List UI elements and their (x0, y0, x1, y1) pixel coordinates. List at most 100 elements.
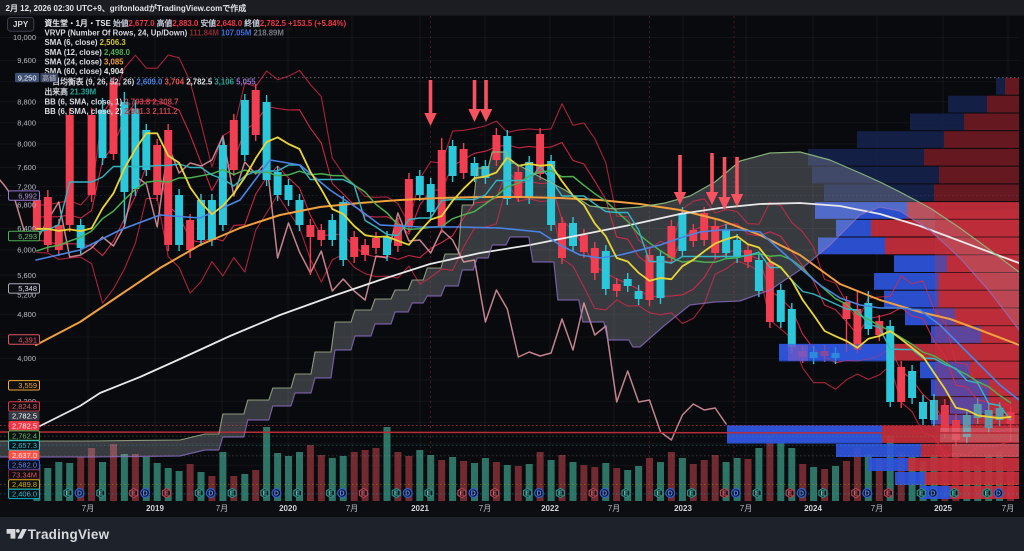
svg-text:D: D (340, 491, 345, 498)
svg-text:E: E (263, 491, 268, 498)
svg-text:10,000: 10,000 (13, 33, 36, 42)
svg-text:2,824.8: 2,824.8 (12, 402, 37, 411)
svg-text:E: E (131, 491, 136, 498)
svg-text:2,782.5: 2,782.5 (12, 412, 37, 421)
svg-text:D: D (799, 491, 804, 498)
svg-text:5,600: 5,600 (17, 271, 36, 280)
svg-text:7月: 7月 (82, 504, 94, 513)
svg-text:TradingView: TradingView (28, 527, 110, 542)
svg-text:E: E (985, 491, 990, 498)
svg-text:4,800: 4,800 (17, 310, 36, 319)
svg-text:E: E (328, 491, 333, 498)
svg-text:一目均衡表 (9, 26, 52, 26) 2,609.0: 一目均衡表 (9, 26, 52, 26) 2,609.0 3,704 2,78… (45, 77, 257, 87)
svg-text:E: E (427, 491, 432, 498)
svg-text:7月: 7月 (346, 504, 358, 513)
svg-text:6,000: 6,000 (17, 246, 36, 255)
svg-text:2,762.4: 2,762.4 (12, 431, 37, 440)
svg-text:SMA (12, close) 2,498.0: SMA (12, close) 2,498.0 (45, 48, 131, 57)
svg-text:E: E (98, 491, 103, 498)
svg-text:D: D (733, 491, 738, 498)
svg-text:D: D (208, 491, 213, 498)
svg-text:高値: 高値 (42, 73, 56, 82)
svg-text:2,406.0: 2,406.0 (12, 490, 37, 499)
svg-text:2022: 2022 (541, 504, 559, 513)
svg-text:E: E (788, 491, 793, 498)
svg-text:SMA (24, close) 3,085: SMA (24, close) 3,085 (45, 57, 125, 66)
svg-text:E: E (886, 491, 891, 498)
svg-text:7月: 7月 (1002, 504, 1014, 513)
svg-text:6,400: 6,400 (17, 224, 36, 233)
svg-text:E: E (230, 491, 235, 498)
svg-text:2月 12, 2026 02:30 UTC+9、grifon: 2月 12, 2026 02:30 UTC+9、grifonloadがTradi… (6, 3, 247, 13)
svg-text:D: D (602, 491, 607, 498)
svg-text:VRVP (Number Of Rows, 24, Up/D: VRVP (Number Of Rows, 24, Up/Down) 111.8… (45, 29, 284, 38)
svg-text:D: D (668, 491, 673, 498)
svg-text:9,600: 9,600 (17, 56, 36, 65)
svg-text:D: D (471, 491, 476, 498)
svg-text:E: E (295, 491, 300, 498)
svg-text:6,992: 6,992 (18, 191, 37, 200)
svg-text:出来高 21.39M: 出来高 21.39M (45, 87, 97, 97)
svg-text:2021: 2021 (411, 504, 429, 513)
svg-text:7月: 7月 (740, 504, 752, 513)
svg-text:D: D (996, 491, 1001, 498)
svg-text:3,559: 3,559 (18, 381, 37, 390)
svg-text:D: D (405, 491, 410, 498)
svg-text:6,800: 6,800 (17, 200, 36, 209)
svg-text:E: E (66, 491, 71, 498)
svg-text:7月: 7月 (479, 504, 491, 513)
svg-text:2,489.8: 2,489.8 (12, 480, 37, 489)
svg-text:2025: 2025 (934, 504, 952, 513)
svg-text:E: E (952, 491, 957, 498)
svg-text:E: E (525, 491, 530, 498)
svg-text:E: E (722, 491, 727, 498)
svg-text:D: D (536, 491, 541, 498)
svg-text:D: D (865, 491, 870, 498)
svg-text:資生堂・1月・TSE 始値2,677.0 高値2,883.: 資生堂・1月・TSE 始値2,677.0 高値2,883.0 安値2,648.0… (45, 18, 347, 28)
svg-text:E: E (460, 491, 465, 498)
svg-text:E: E (624, 491, 629, 498)
svg-text:D: D (143, 491, 148, 498)
svg-text:E: E (164, 491, 169, 498)
svg-text:7,600: 7,600 (17, 163, 36, 172)
svg-text:BB (6, SMA, close, 1) 2,703.8: BB (6, SMA, close, 1) 2,703.8 2,308.7 (45, 98, 179, 107)
svg-text:2019: 2019 (146, 504, 164, 513)
svg-text:2,582.0: 2,582.0 (12, 461, 37, 470)
svg-text:73.34M: 73.34M (12, 470, 37, 479)
svg-text:8,800: 8,800 (17, 98, 36, 107)
svg-text:E: E (853, 491, 858, 498)
svg-text:JPY: JPY (13, 20, 29, 29)
svg-text:7月: 7月 (608, 504, 620, 513)
svg-text:5,348: 5,348 (18, 284, 37, 293)
svg-text:E: E (558, 491, 563, 498)
svg-text:D: D (274, 491, 279, 498)
svg-text:E: E (656, 491, 661, 498)
svg-text:2020: 2020 (279, 504, 297, 513)
svg-text:E: E (755, 491, 760, 498)
svg-text:E: E (361, 491, 366, 498)
svg-text:2023: 2023 (674, 504, 692, 513)
svg-text:2,657.3: 2,657.3 (12, 441, 37, 450)
svg-text:4,000: 4,000 (17, 354, 36, 363)
svg-text:4,391: 4,391 (18, 335, 37, 344)
svg-text:E: E (492, 491, 497, 498)
svg-text:6,293: 6,293 (18, 232, 37, 241)
svg-text:2024: 2024 (804, 504, 822, 513)
svg-text:E: E (394, 491, 399, 498)
svg-text:BB (6, SMA, close, 2) 2,901.3: BB (6, SMA, close, 2) 2,901.3 2,111.2 (45, 107, 179, 116)
svg-text:E: E (919, 491, 924, 498)
svg-text:7,200: 7,200 (17, 182, 36, 191)
svg-text:7月: 7月 (216, 504, 228, 513)
svg-text:7月: 7月 (871, 504, 883, 513)
svg-text:D: D (77, 491, 82, 498)
svg-text:SMA (60, close) 4,904: SMA (60, close) 4,904 (45, 67, 125, 76)
svg-text:8,000: 8,000 (17, 140, 36, 149)
svg-text:E: E (689, 491, 694, 498)
svg-text:E: E (821, 491, 826, 498)
svg-text:2,782.5: 2,782.5 (12, 422, 37, 431)
svg-text:E: E (591, 491, 596, 498)
svg-text:D: D (930, 491, 935, 498)
svg-text:5,200: 5,200 (17, 290, 36, 299)
svg-text:8,400: 8,400 (17, 119, 36, 128)
svg-text:SMA (6, close) 2,506.3: SMA (6, close) 2,506.3 (45, 38, 127, 47)
